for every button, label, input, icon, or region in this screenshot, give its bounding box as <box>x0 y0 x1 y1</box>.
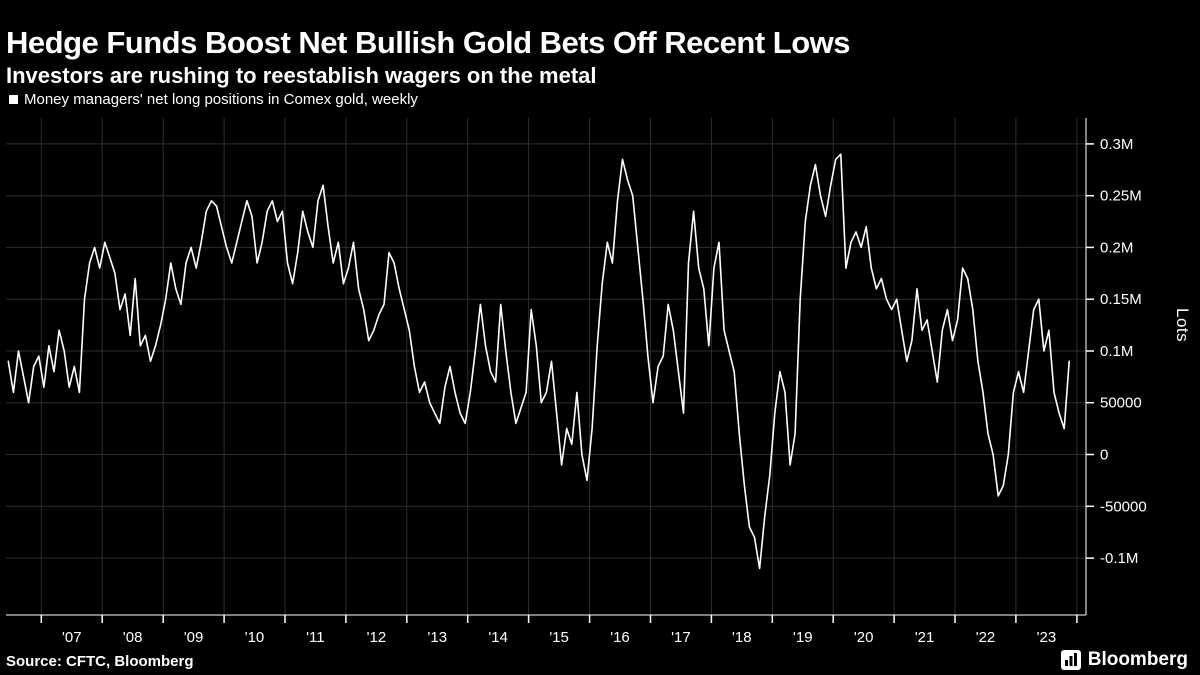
x-tick-label: '11 <box>306 629 324 646</box>
x-tick-label: '23 <box>1037 629 1057 646</box>
chart-title: Hedge Funds Boost Net Bullish Gold Bets … <box>6 24 851 60</box>
y-tick-label: 0.25M <box>1100 188 1142 205</box>
x-tick-label: '16 <box>610 629 630 646</box>
y-tick-label: 0.2M <box>1100 239 1133 256</box>
bloomberg-logo-icon <box>1060 650 1081 670</box>
x-tick-label: '07 <box>62 629 82 646</box>
x-tick-label: '09 <box>184 629 204 646</box>
x-tick-label: '17 <box>671 629 691 646</box>
x-tick-label: '14 <box>488 629 508 646</box>
x-tick-label: '19 <box>793 629 813 646</box>
y-tick-label: -0.1M <box>1100 550 1138 567</box>
net-long-positions-line <box>7 153 1070 570</box>
x-tick-label: '20 <box>854 629 874 646</box>
x-tick-label: '10 <box>245 629 265 646</box>
legend-label: Money managers' net long positions in Co… <box>24 91 418 108</box>
x-tick-label: '13 <box>428 629 448 646</box>
y-tick-label: 50000 <box>1100 395 1142 412</box>
x-tick-label: '21 <box>915 629 935 646</box>
legend: Money managers' net long positions in Co… <box>9 91 418 108</box>
chart-subtitle: Investors are rushing to reestablish wag… <box>6 63 597 89</box>
x-tick-label: '22 <box>976 629 996 646</box>
x-tick-label: '15 <box>549 629 569 646</box>
legend-swatch-icon <box>9 95 18 104</box>
y-tick-label: -50000 <box>1100 498 1147 515</box>
y-tick-label: 0.3M <box>1100 136 1133 153</box>
x-tick-label: '18 <box>732 629 752 646</box>
gold-net-long-chart: -0.1M -50000 0 50000 0.1M 0.15M 0.2M 0.25M 0.3M '… <box>6 118 1147 646</box>
x-tick-label: '08 <box>123 629 143 646</box>
y-tick-label: 0 <box>1100 447 1108 464</box>
y-tick-label: 0.15M <box>1100 291 1142 308</box>
y-axis-title: Lots <box>1173 308 1192 343</box>
source-text: Source: CFTC, Bloomberg <box>6 653 194 670</box>
bloomberg-brand: Bloomberg <box>1060 649 1188 671</box>
y-tick-label: 0.1M <box>1100 343 1133 360</box>
x-tick-label: '12 <box>367 629 387 646</box>
bloomberg-wordmark: Bloomberg <box>1087 649 1188 670</box>
